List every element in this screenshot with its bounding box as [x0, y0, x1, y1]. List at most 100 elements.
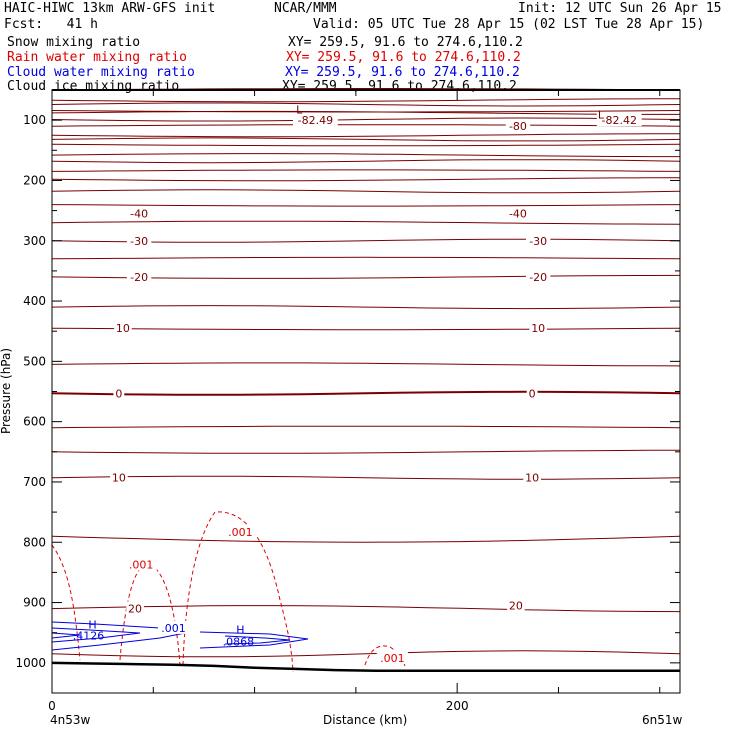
isotherm-line [51, 362, 681, 367]
extremum-label: H [88, 618, 96, 631]
contour-label-background [157, 620, 190, 634]
init-time: Init: 12 UTC Sun 26 Apr 15 [518, 1, 722, 16]
isotherm-label: 0 [115, 387, 122, 400]
organization-label: NCAR/MMM [274, 1, 337, 16]
x-tick-label: 0 [48, 699, 56, 713]
field-xy-rain: XY= 259.5, 91.6 to 274.6,110.2 [286, 50, 521, 65]
y-tick-label: 600 [23, 415, 46, 429]
isotherm-line [51, 256, 681, 260]
contour-label-background [114, 321, 132, 335]
field-xy-snow: XY= 259.5, 91.6 to 274.6,110.2 [288, 35, 523, 50]
isotherm-line [51, 98, 680, 103]
contour-label-background [526, 386, 538, 400]
left-endpoint-label: 4n53w [50, 713, 91, 727]
contour-label-background [529, 321, 547, 335]
isotherm-line [51, 137, 681, 142]
isotherm-line [51, 117, 681, 122]
isotherm-line [51, 159, 681, 164]
contour-label-background [126, 233, 152, 247]
contour-label-background [525, 233, 551, 247]
isotherm-line [51, 605, 681, 613]
contour-label-background [507, 598, 525, 612]
isotherm-line [51, 177, 681, 182]
isotherm-line [51, 238, 681, 243]
right-endpoint-label: 6n51w [642, 713, 683, 727]
cloud-water-contour [199, 631, 309, 649]
isotherm-lines [51, 88, 681, 658]
field-xy-cloud-water: XY= 259.5, 91.6 to 274.6,110.2 [285, 65, 520, 80]
field-name-snow: Snow mixing ratio [7, 35, 141, 50]
contour-label-background [376, 651, 408, 665]
extremum-label: L [598, 109, 605, 122]
forecast-hour: Fcst: 41 h [4, 17, 98, 32]
terrain-surface [51, 661, 680, 672]
y-axis-label: Pressure (hPa) [0, 347, 14, 435]
contour-label-background [125, 557, 157, 571]
extremum-label: .4126 [73, 630, 105, 643]
contour-label-background [113, 386, 125, 400]
isotherm-line [51, 220, 681, 225]
y-tick-label: 400 [23, 294, 46, 308]
valid-time: Valid: 05 UTC Tue 28 Apr 15 (02 LST Tue … [313, 17, 705, 32]
y-tick-label: 500 [23, 354, 46, 368]
isotherm-label: 20 [128, 603, 142, 616]
isotherm-label: -40 [130, 208, 148, 221]
isotherm-line [51, 110, 680, 115]
extremum-label: .0868 [223, 636, 255, 649]
isotherm-label: -82.49 [298, 114, 333, 127]
y-tick-label: 100 [23, 113, 46, 127]
x-tick-label: 200 [446, 699, 469, 713]
rain-contour [182, 511, 294, 673]
contour-label-background [523, 470, 541, 484]
rain-contour-label: .001 [228, 526, 253, 539]
isotherm-line [51, 143, 681, 147]
isotherm-line [51, 153, 680, 158]
isotherm-line [51, 102, 681, 107]
isotherm-label: -20 [130, 271, 148, 284]
rain-contour-label: .001 [129, 559, 154, 572]
y-tick-label: 1000 [15, 656, 46, 670]
isotherm-line [51, 189, 681, 194]
isotherm-label: -30 [529, 235, 547, 248]
isotherm-label: 10 [525, 472, 539, 485]
isotherm-label: 10 [116, 322, 130, 335]
x-axis-label: Distance (km) [323, 713, 408, 727]
isotherm-label: 20 [509, 600, 523, 613]
y-tick-label: 200 [23, 173, 46, 187]
contour-label-background [596, 113, 642, 127]
cloud-water-contour-label: .001 [161, 622, 186, 635]
isotherm-line [51, 327, 681, 331]
contour-label-background [525, 269, 551, 283]
extremum-label: L [296, 103, 303, 116]
contour-label-background [292, 113, 338, 127]
contour-label-background [224, 524, 256, 538]
y-tick-label: 300 [23, 234, 46, 248]
isotherm-line [51, 475, 681, 480]
isotherm-line [51, 425, 681, 429]
field-name-rain: Rain water mixing ratio [7, 50, 188, 65]
cloud-water-contour [51, 627, 141, 643]
rain-contour [51, 544, 81, 661]
isotherm-line [51, 390, 681, 396]
rain-contour-label: .001 [380, 652, 405, 665]
isotherm-line [51, 133, 681, 138]
contour-label-background [505, 206, 531, 220]
y-tick-label: 800 [23, 535, 46, 549]
isotherm-label: -20 [529, 271, 547, 284]
isotherm-line [51, 305, 681, 310]
y-tick-label: 900 [23, 596, 46, 610]
contour-label-background [126, 601, 144, 615]
chart-title: HAIC-HIWC 13km ARW-GFS init [4, 1, 216, 16]
isotherm-line [51, 449, 680, 454]
cloud-water-contour [224, 635, 291, 645]
isotherm-label: -30 [130, 235, 148, 248]
isotherm-label: 10 [112, 472, 126, 485]
isotherm-line [51, 124, 681, 127]
isotherm-label: -82.42 [601, 114, 636, 127]
contour-label-background [110, 470, 128, 484]
isotherm-line [51, 650, 681, 658]
contour-label-background [505, 119, 531, 133]
field-name-cloud-water: Cloud water mixing ratio [7, 65, 195, 80]
